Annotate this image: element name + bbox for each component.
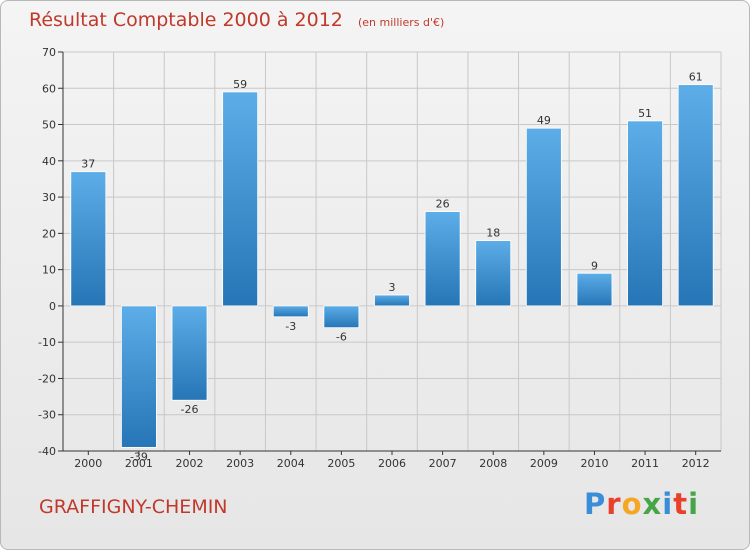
bar-2007 [424, 211, 461, 307]
y-tick-label: -20 [38, 372, 56, 385]
bar-2010 [576, 272, 613, 307]
data-label: 26 [436, 198, 450, 211]
y-tick-label: 60 [42, 82, 56, 95]
bar-2001 [121, 305, 157, 448]
chart-title: Résultat Comptable 2000 à 2012 [29, 9, 343, 31]
proxiti-logo[interactable]: Proxiti [584, 487, 699, 521]
y-tick-label: 20 [42, 227, 56, 240]
data-label: -26 [181, 403, 199, 416]
chart-subtitle: (en milliers d'€) [357, 16, 445, 29]
bar-2009 [525, 127, 562, 307]
x-tick-label: 2010 [580, 457, 608, 470]
y-tick-label: 0 [49, 300, 56, 313]
bar-2005 [323, 305, 360, 329]
logo-letter: i [688, 487, 700, 521]
logo-letter: P [584, 487, 607, 521]
bar-2006 [374, 294, 410, 307]
data-label: 51 [638, 107, 652, 120]
data-label: 59 [233, 78, 247, 91]
labels: -40-30-20-10010203040506070372000-392001… [38, 46, 710, 470]
x-tick-label: 2000 [74, 457, 102, 470]
y-tick-label: 40 [42, 155, 56, 168]
x-tick-label: 2003 [226, 457, 254, 470]
y-tick-label: -40 [38, 445, 56, 458]
data-label: 3 [389, 281, 396, 294]
x-tick-label: 2012 [682, 457, 710, 470]
logo-letter: o [621, 487, 643, 521]
title-row: Résultat Comptable 2000 à 2012 (en milli… [29, 9, 444, 31]
logo-letter: t [673, 487, 689, 521]
bar-2004 [272, 305, 309, 318]
data-label: -39 [130, 450, 148, 463]
x-tick-label: 2004 [277, 457, 305, 470]
y-tick-label: 10 [42, 264, 56, 277]
x-tick-label: 2011 [631, 457, 659, 470]
x-tick-label: 2007 [429, 457, 457, 470]
x-tick-label: 2002 [176, 457, 204, 470]
data-label: 9 [591, 259, 598, 272]
x-tick-label: 2005 [327, 457, 355, 470]
bar-2002 [171, 305, 208, 401]
data-label: -6 [336, 331, 347, 344]
y-tick-label: 30 [42, 191, 56, 204]
bar-2003 [222, 91, 259, 307]
x-tick-label: 2009 [530, 457, 558, 470]
x-tick-label: 2001 [125, 457, 153, 470]
town-name: GRAFFIGNY-CHEMIN [39, 496, 228, 518]
data-label: -3 [285, 320, 296, 333]
logo-letter: i [662, 487, 674, 521]
y-tick-label: -30 [38, 409, 56, 422]
data-label: 61 [689, 71, 703, 84]
bar-2012 [677, 84, 714, 307]
y-tick-label: -10 [38, 336, 56, 349]
gridlines [62, 51, 722, 452]
data-label: 37 [81, 158, 95, 171]
x-tick-label: 2008 [479, 457, 507, 470]
axes [58, 51, 721, 455]
y-tick-label: 50 [42, 119, 56, 132]
bar-2000 [70, 171, 107, 307]
y-tick-label: 70 [42, 46, 56, 59]
bars [70, 84, 714, 448]
logo-letter: x [642, 487, 663, 521]
logo-letter: r [606, 487, 622, 521]
data-label: 49 [537, 114, 551, 127]
bar-2008 [475, 240, 512, 307]
data-label: 18 [486, 227, 500, 240]
bar-2011 [627, 120, 663, 307]
x-tick-label: 2006 [378, 457, 406, 470]
